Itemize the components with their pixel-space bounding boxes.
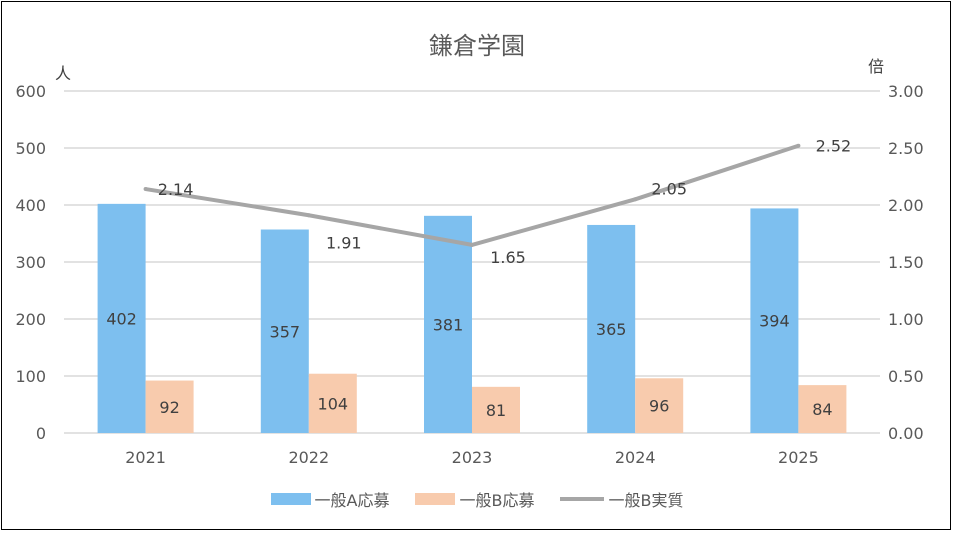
data-label-series-b-ratio: 2.14 xyxy=(158,180,194,199)
line-point-series-b-ratio xyxy=(143,187,148,192)
y-left-tick-label: 600 xyxy=(15,82,46,101)
x-tick-label: 2022 xyxy=(288,448,329,467)
y-left-tick-label: 300 xyxy=(15,253,46,272)
data-label-series-b-ratio: 2.05 xyxy=(651,179,687,198)
data-label-series-b: 92 xyxy=(159,398,179,417)
data-label-series-b: 81 xyxy=(486,401,506,420)
data-label-series-a: 402 xyxy=(106,309,137,328)
bar-series-b xyxy=(798,385,847,433)
bar-series-a xyxy=(587,224,636,433)
data-label-series-b: 84 xyxy=(812,400,832,419)
y-left-tick-label: 500 xyxy=(15,139,46,158)
legend-label-series-a: 一般A応募 xyxy=(314,491,390,510)
x-tick-label: 2023 xyxy=(452,448,493,467)
data-label-series-a: 394 xyxy=(759,312,790,331)
y-left-tick-label: 200 xyxy=(15,310,46,329)
line-point-series-b-ratio xyxy=(796,143,801,148)
legend-label-series-b: 一般B応募 xyxy=(459,491,535,510)
data-label-series-b-ratio: 1.65 xyxy=(490,248,526,267)
data-label-series-a: 357 xyxy=(270,322,301,341)
line-point-series-b-ratio xyxy=(633,197,638,202)
right-axis-unit: 倍 xyxy=(868,57,885,76)
bar-series-b xyxy=(145,380,194,433)
y-left-tick-label: 0 xyxy=(36,424,46,443)
y-left-tick-label: 400 xyxy=(15,196,46,215)
legend-label-series-b-ratio: 一般B実質 xyxy=(608,491,684,510)
x-tick-label: 2024 xyxy=(615,448,656,467)
data-label-series-b: 96 xyxy=(649,397,669,416)
chart-legend: 一般A応募 一般B応募 一般B実質 xyxy=(0,487,954,511)
data-label-series-a: 365 xyxy=(596,320,627,339)
y-right-tick-label: 0.00 xyxy=(888,424,924,443)
line-point-series-b-ratio xyxy=(470,242,474,247)
line-series-b-ratio xyxy=(145,143,800,247)
y-left-tick-label: 100 xyxy=(15,367,46,386)
data-label-series-a: 381 xyxy=(433,315,464,334)
y-right-tick-label: 3.00 xyxy=(888,82,924,101)
y-right-tick-label: 1.50 xyxy=(888,253,924,272)
x-tick-label: 2021 xyxy=(125,448,166,467)
data-label-series-b-ratio: 1.91 xyxy=(326,233,362,252)
left-axis-unit: 人 xyxy=(55,64,72,83)
y-right-tick-label: 0.50 xyxy=(888,367,924,386)
legend-item-series-a: 一般A応募 xyxy=(270,487,390,511)
bar-series-a xyxy=(750,208,799,433)
y-right-tick-label: 1.00 xyxy=(888,310,924,329)
legend-swatch-series-b-ratio xyxy=(560,497,605,501)
bar-series-b xyxy=(472,386,520,433)
chart-title: 鎌倉学園 xyxy=(429,32,525,60)
y-right-tick-label: 2.00 xyxy=(888,196,924,215)
legend-item-series-b-ratio: 一般B実質 xyxy=(560,487,683,511)
bar-series-a xyxy=(260,229,309,433)
bar-series-a xyxy=(97,203,146,433)
x-tick-label: 2025 xyxy=(778,448,819,467)
y-right-tick-label: 2.50 xyxy=(888,139,924,158)
bar-series-b xyxy=(635,378,684,433)
data-label-series-b-ratio: 2.52 xyxy=(816,137,852,156)
data-label-series-b: 104 xyxy=(318,394,349,413)
legend-item-series-b: 一般B応募 xyxy=(415,487,534,511)
line-point-series-b-ratio xyxy=(306,213,311,218)
bar-series-b xyxy=(308,373,357,433)
legend-swatch-series-a xyxy=(270,493,311,505)
bar-series-a xyxy=(424,215,472,433)
legend-swatch-series-b xyxy=(415,493,456,505)
